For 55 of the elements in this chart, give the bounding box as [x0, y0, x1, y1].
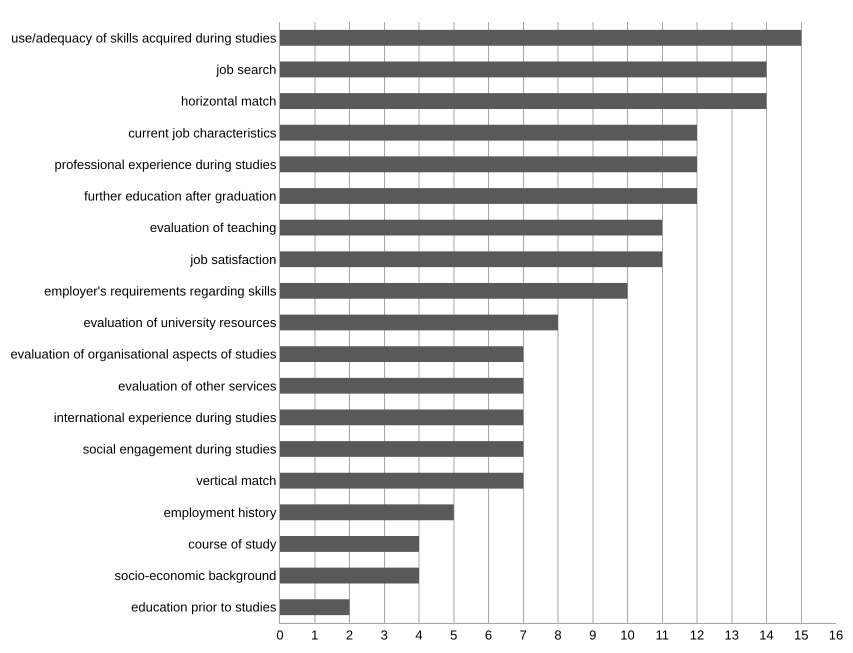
x-tick-label: 11	[656, 628, 669, 643]
x-tick-label: 5	[450, 628, 458, 643]
bar	[280, 251, 662, 268]
y-tick-label: vertical match	[196, 473, 276, 488]
bar	[280, 409, 524, 426]
x-tick-label: 0	[276, 628, 284, 643]
bar	[280, 441, 524, 457]
x-tick-label: 12	[690, 628, 704, 643]
x-tick-label: 7	[520, 628, 527, 643]
bar	[280, 220, 662, 236]
x-tick-label: 8	[554, 628, 562, 643]
bar	[280, 30, 802, 46]
bar	[280, 93, 766, 109]
y-tick-label: employment history	[164, 504, 277, 520]
y-tick-label: course of study	[188, 536, 277, 552]
y-tick-label: education prior to studies	[131, 600, 277, 615]
y-tick-label: international experience during studies	[54, 410, 277, 425]
y-tick-label: social engagement during studies	[82, 442, 277, 457]
x-tick-label: 9	[589, 628, 596, 643]
bar	[280, 124, 697, 141]
bar	[280, 536, 419, 552]
x-tick-label: 13	[724, 628, 739, 643]
y-tick-label: evaluation of teaching	[150, 220, 276, 236]
bar	[280, 314, 558, 330]
bar	[280, 504, 454, 520]
y-tick-label: job search	[215, 62, 276, 77]
y-tick-label: current job characteristics	[128, 125, 277, 140]
y-tick-label: professional experience during studies	[54, 156, 277, 172]
y-tick-label: socio-economic background	[114, 568, 276, 584]
bar	[280, 568, 419, 584]
x-tick-label: 4	[415, 628, 423, 643]
bar	[280, 472, 524, 489]
x-tick-label: 10	[620, 628, 635, 643]
x-tick-label: 14	[759, 628, 774, 643]
y-tick-label: evaluation of university resources	[83, 315, 277, 330]
y-tick-label: further education after graduation	[84, 188, 276, 204]
x-tick-label: 1	[311, 628, 318, 643]
x-tick-label: 15	[794, 628, 808, 643]
bar	[280, 188, 697, 204]
y-tick-label: employer's requirements regarding skills	[44, 283, 277, 298]
y-tick-label: use/adequacy of skills acquired during studies	[11, 30, 277, 46]
y-tick-label: evaluation of organisational aspects of studies	[10, 346, 277, 362]
y-tick-label: evaluation of other services	[118, 378, 277, 394]
x-tick-label: 3	[380, 628, 388, 643]
bar	[280, 62, 766, 78]
bar	[280, 156, 697, 172]
x-tick-label: 16	[828, 628, 844, 643]
x-tick-label: 2	[346, 628, 354, 643]
bar	[280, 282, 628, 299]
bar	[280, 599, 350, 616]
bar	[280, 378, 524, 394]
x-tick-label: 6	[484, 628, 492, 643]
bar	[280, 346, 524, 362]
y-tick-label: job satisfaction	[189, 252, 276, 267]
y-tick-label: horizontal match	[181, 94, 276, 109]
